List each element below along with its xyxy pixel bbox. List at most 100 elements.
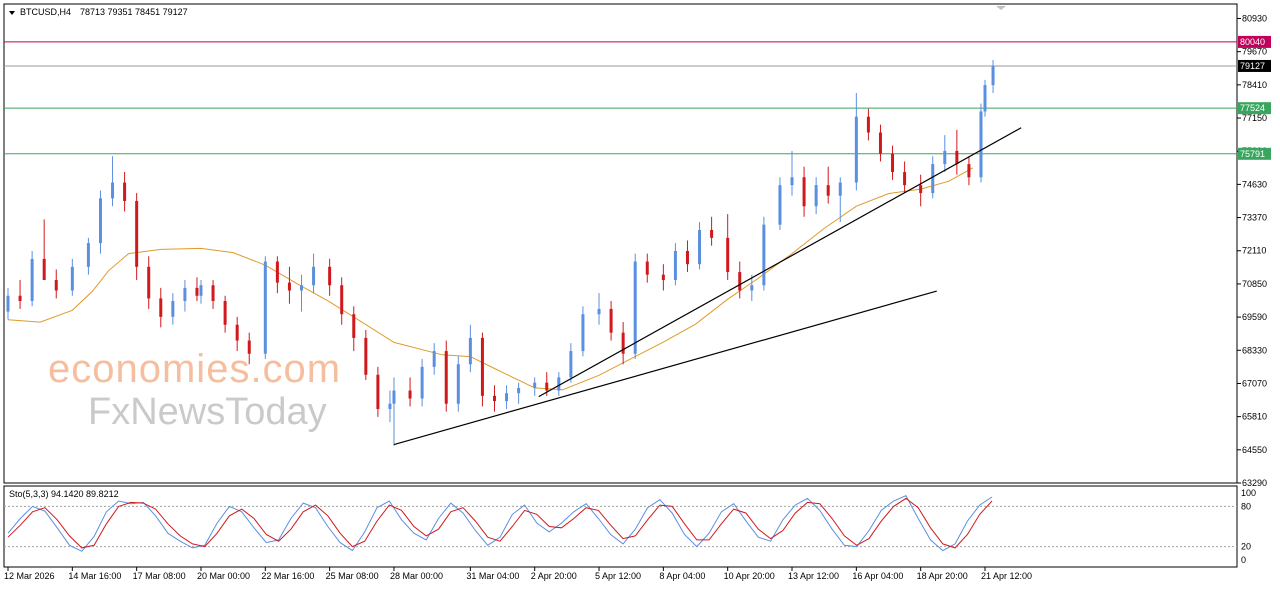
- candle-body: [211, 285, 215, 302]
- candle-body: [492, 395, 496, 402]
- candle-body: [98, 198, 102, 244]
- shift-marker-icon[interactable]: [996, 6, 1006, 10]
- candle-body: [388, 403, 392, 410]
- price-tick-label: 69590: [1242, 312, 1267, 322]
- candle-body: [352, 314, 356, 338]
- price-tick-label: 78410: [1242, 80, 1267, 90]
- main-plot-border: [3, 3, 1238, 484]
- candle-body: [943, 150, 947, 165]
- candle-body: [621, 332, 625, 354]
- candle-body: [557, 377, 561, 391]
- candle-body: [854, 116, 858, 183]
- time-axis: 12 Mar 2026 14 Mar 16:00 17 Mar 08:00 20 Ma…: [4, 567, 1032, 581]
- time-tick-label: 22 Mar 16:00: [261, 571, 314, 581]
- candle-body: [195, 287, 199, 296]
- price-level-badge: [1238, 147, 1271, 160]
- candle-body: [480, 337, 484, 396]
- candle-body: [263, 261, 267, 354]
- candle-body: [710, 229, 714, 238]
- candle-body: [814, 185, 818, 207]
- symbol-label: BTCUSD,H4: [20, 7, 71, 17]
- price-tick-label: 70850: [1242, 279, 1267, 289]
- time-tick-label: 31 Mar 04:00: [466, 571, 519, 581]
- candle-body: [673, 251, 677, 280]
- price-level-badge-label: 75791: [1240, 149, 1265, 159]
- price-tick-label: 64550: [1242, 445, 1267, 455]
- price-level-badge: [1238, 102, 1271, 115]
- candle-body: [919, 185, 923, 194]
- time-tick-label: 8 Apr 04:00: [659, 571, 705, 581]
- candle-body: [878, 132, 882, 154]
- stochastic-label: Sto(5,3,3) 94.1420 89.8212: [9, 489, 119, 499]
- candle-body: [790, 177, 794, 186]
- time-tick-label: 12 Mar 2026: [4, 571, 55, 581]
- candle-body: [376, 374, 380, 410]
- candle-body: [42, 258, 46, 280]
- time-tick-label: 14 Mar 16:00: [68, 571, 121, 581]
- candle-body: [738, 272, 742, 291]
- time-tick-label: 13 Apr 12:00: [788, 571, 839, 581]
- time-tick-label: 20 Mar 00:00: [197, 571, 250, 581]
- collapse-arrow-icon[interactable]: [9, 11, 15, 15]
- candle-body: [661, 274, 665, 280]
- candle-body: [802, 177, 806, 207]
- trendlines: [393, 127, 1022, 446]
- candle-body: [726, 237, 730, 273]
- trendline: [393, 290, 937, 446]
- candle-body: [778, 185, 782, 225]
- candle-body: [633, 261, 637, 354]
- price-tick-label: 72110: [1242, 246, 1266, 256]
- candle-body: [235, 324, 239, 341]
- candle-body: [609, 308, 613, 333]
- price-tick-label: 79670: [1242, 47, 1267, 57]
- candle-body: [18, 295, 22, 302]
- candle-body: [247, 340, 251, 354]
- price-tick-label: 68330: [1242, 345, 1267, 355]
- candle-body: [54, 279, 58, 291]
- candle-body: [123, 182, 127, 201]
- candle-body: [159, 298, 163, 317]
- candle-body: [838, 182, 842, 196]
- watermark-economies: economies.com: [48, 347, 341, 391]
- price-level-badge: [1238, 59, 1271, 72]
- stochastic-lines: 100 80 20 0: [4, 488, 1256, 565]
- candle-body: [364, 337, 368, 375]
- candle-body: [545, 382, 549, 391]
- candle-body: [392, 390, 396, 404]
- candle-body: [685, 251, 689, 265]
- candle-body: [456, 364, 460, 404]
- time-tick-label: 25 Mar 08:00: [326, 571, 379, 581]
- candle-body: [86, 243, 90, 267]
- price-axis: 8093079670784107715075890746307337072110…: [1237, 13, 1271, 488]
- time-tick-label: 16 Apr 04:00: [852, 571, 903, 581]
- price-level-badge: [1238, 35, 1271, 48]
- price-tick-label: 65810: [1242, 412, 1267, 422]
- candle-body: [903, 172, 907, 186]
- candle-body: [432, 351, 436, 367]
- candle-body: [891, 153, 895, 173]
- candle-body: [533, 382, 537, 388]
- candle-body: [328, 266, 332, 286]
- candle-body: [505, 393, 509, 402]
- candle-body: [340, 285, 344, 315]
- candle-body: [597, 308, 601, 315]
- candle-body: [569, 351, 573, 378]
- candle-body: [300, 285, 304, 291]
- candle-body: [223, 301, 227, 325]
- candle-body: [983, 85, 987, 112]
- stochastic-plot-border: [3, 485, 1238, 568]
- candle-body: [408, 390, 412, 399]
- time-tick-label: 21 Apr 12:00: [981, 571, 1032, 581]
- time-tick-label: 2 Apr 20:00: [531, 571, 577, 581]
- candle-body: [991, 65, 995, 86]
- candle-body: [135, 200, 139, 267]
- candle-body: [967, 164, 971, 178]
- candle-body: [312, 266, 316, 286]
- candle-body: [955, 150, 959, 165]
- candle-body: [171, 301, 175, 317]
- candle-body: [275, 261, 279, 283]
- time-tick-label: 18 Apr 20:00: [917, 571, 968, 581]
- candle-body: [111, 182, 115, 199]
- time-tick-label: 17 Mar 08:00: [133, 571, 186, 581]
